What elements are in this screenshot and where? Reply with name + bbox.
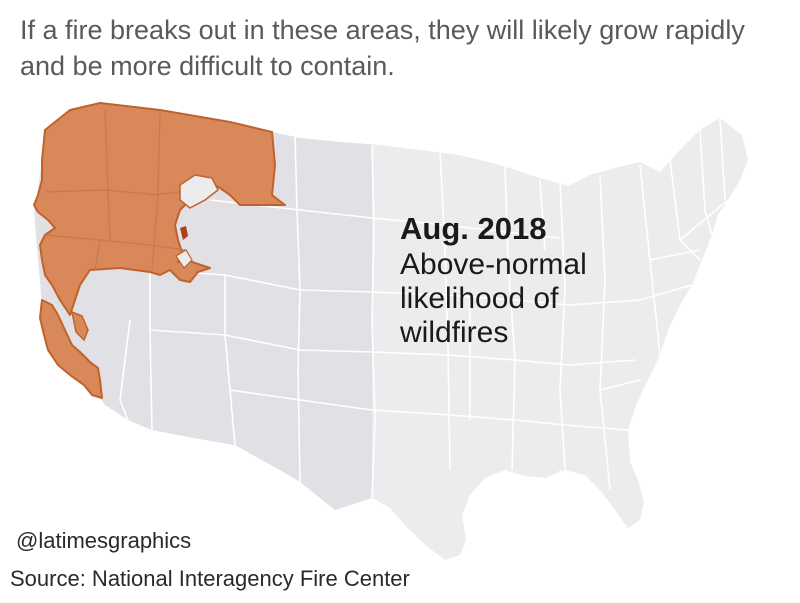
headline: If a fire breaks out in these areas, the… <box>20 15 745 81</box>
source-line: Source: National Interagency Fire Center <box>10 566 410 591</box>
map-legend: Aug. 2018 Above-normal likelihood of wil… <box>400 210 660 350</box>
fire-risk-area-socal <box>39 299 103 399</box>
western-shade <box>34 103 372 560</box>
state-borders <box>119 117 729 541</box>
risk-area-inner-borders <box>44 109 201 271</box>
fire-risk-area-central-ca <box>70 310 89 342</box>
legend-description: Above-normal likelihood of wildfires <box>400 248 587 349</box>
credit: @latimesgraphics <box>16 528 192 553</box>
legend-date: Aug. 2018 <box>400 211 547 246</box>
yellowstone-gap <box>179 174 219 209</box>
very-high-risk-patch <box>180 226 188 240</box>
salt-lake-gap <box>175 249 193 269</box>
